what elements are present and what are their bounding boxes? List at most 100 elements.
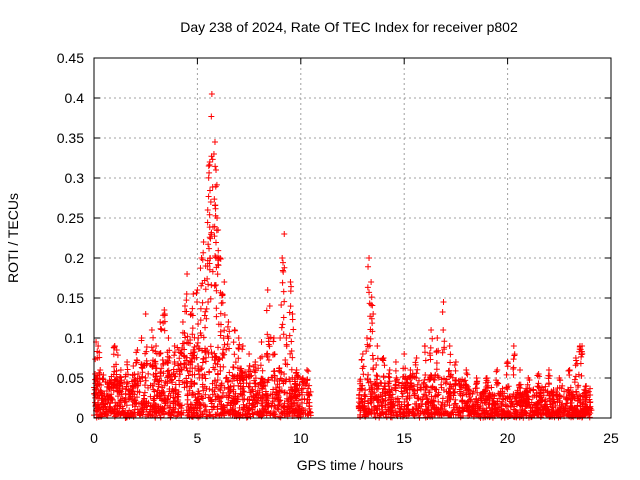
data-point	[431, 411, 438, 418]
data-point	[209, 268, 216, 275]
data-point	[263, 307, 270, 314]
data-point	[364, 397, 371, 404]
data-point	[453, 377, 460, 384]
data-point	[536, 394, 543, 401]
data-point	[252, 391, 259, 398]
data-point	[231, 327, 238, 333]
data-point	[421, 349, 428, 356]
data-point	[417, 386, 424, 393]
data-point	[543, 411, 550, 418]
data-point	[359, 351, 366, 357]
data-point	[148, 344, 155, 351]
data-point	[202, 324, 209, 331]
data-point	[392, 384, 399, 391]
data-point	[401, 412, 408, 419]
data-point	[111, 343, 118, 349]
data-point	[197, 305, 204, 312]
data-point	[561, 388, 568, 395]
data-point	[364, 375, 371, 382]
data-point	[98, 389, 105, 396]
data-point	[427, 344, 434, 351]
data-point	[575, 382, 582, 389]
data-point	[463, 382, 470, 389]
data-point	[507, 393, 514, 400]
data-point	[149, 382, 156, 389]
data-point	[433, 359, 440, 366]
data-point	[151, 400, 158, 407]
data-point	[235, 355, 242, 362]
data-point	[400, 382, 407, 389]
data-point	[511, 352, 518, 359]
data-point	[488, 384, 495, 391]
data-point	[235, 344, 242, 351]
data-point	[207, 231, 214, 238]
data-point	[362, 404, 369, 411]
data-point	[149, 357, 156, 364]
data-point	[231, 351, 238, 358]
data-point	[154, 393, 161, 400]
data-point	[578, 372, 585, 379]
data-point	[187, 337, 194, 344]
data-point	[266, 303, 273, 309]
data-point	[217, 321, 224, 328]
data-point	[240, 376, 247, 383]
data-point	[293, 367, 300, 373]
data-point	[564, 396, 571, 403]
data-point	[371, 389, 378, 396]
data-point	[372, 380, 379, 387]
data-point	[264, 377, 271, 384]
data-point	[287, 387, 294, 394]
data-point	[563, 400, 570, 407]
data-point	[568, 399, 575, 406]
data-point	[244, 396, 251, 403]
data-point	[239, 369, 246, 376]
data-point	[283, 376, 290, 383]
data-point	[103, 411, 110, 418]
data-point	[195, 363, 202, 370]
data-point	[175, 401, 182, 408]
data-point	[553, 388, 560, 395]
data-point	[370, 403, 377, 410]
data-point	[264, 331, 271, 338]
data-point	[399, 393, 406, 400]
data-point	[276, 365, 283, 372]
data-point	[445, 412, 452, 419]
data-point	[303, 400, 310, 407]
data-point	[433, 348, 440, 355]
data-point	[201, 383, 208, 390]
data-point	[383, 411, 390, 418]
data-point	[491, 402, 498, 409]
data-point	[208, 349, 215, 356]
data-point	[431, 376, 438, 383]
data-point	[276, 387, 283, 394]
data-point	[143, 348, 150, 355]
data-point	[160, 360, 167, 367]
data-point	[202, 375, 209, 382]
data-point	[441, 346, 448, 353]
data-point	[361, 398, 368, 405]
data-point	[187, 383, 194, 390]
data-point	[153, 343, 160, 349]
data-point	[206, 394, 213, 401]
data-point	[406, 374, 413, 381]
data-point	[214, 377, 221, 384]
data-point	[174, 391, 181, 398]
data-point	[198, 365, 205, 372]
data-point	[360, 371, 367, 378]
data-point	[567, 384, 574, 391]
data-point	[447, 381, 454, 388]
data-point	[483, 397, 490, 404]
data-point	[503, 360, 510, 367]
data-point	[542, 387, 549, 394]
data-point	[433, 366, 440, 373]
data-point	[458, 398, 465, 405]
data-point	[281, 389, 288, 396]
data-point	[132, 400, 139, 407]
data-point	[527, 405, 534, 412]
data-point	[190, 291, 197, 297]
data-point	[287, 279, 294, 285]
data-point	[211, 139, 218, 145]
data-point	[203, 305, 210, 312]
data-point	[459, 376, 466, 383]
data-point	[556, 375, 563, 381]
